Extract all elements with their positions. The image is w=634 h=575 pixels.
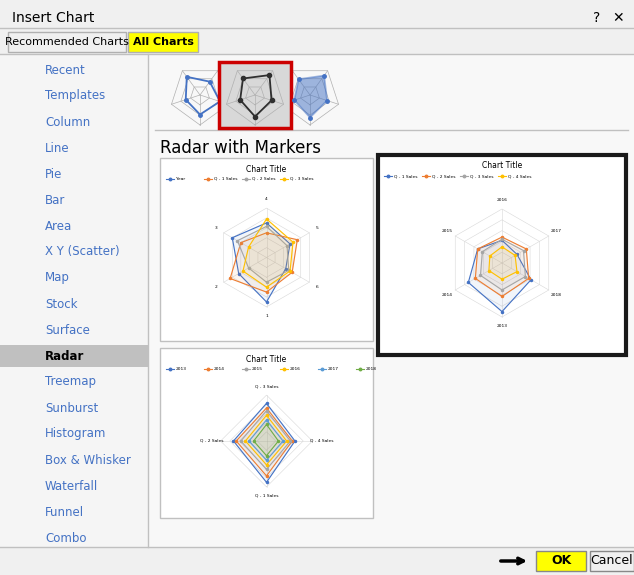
- Polygon shape: [236, 408, 292, 476]
- Text: 2018: 2018: [366, 367, 377, 371]
- Text: 2014: 2014: [442, 293, 453, 297]
- Bar: [0, 28, 634, 54]
- Text: Chart Title: Chart Title: [247, 355, 287, 363]
- Text: 2: 2: [214, 285, 217, 289]
- Text: 4: 4: [265, 197, 268, 201]
- Text: 6: 6: [316, 285, 318, 289]
- Text: ✕: ✕: [612, 11, 624, 25]
- Bar: [128, 32, 198, 52]
- Text: 2017: 2017: [328, 367, 339, 371]
- Polygon shape: [232, 223, 290, 302]
- Polygon shape: [469, 240, 531, 312]
- Polygon shape: [245, 415, 287, 465]
- Text: Bar: Bar: [45, 194, 65, 206]
- Text: Chart Title: Chart Title: [482, 162, 522, 171]
- Polygon shape: [489, 247, 517, 279]
- Bar: [590, 551, 634, 571]
- Text: 2016: 2016: [290, 367, 301, 371]
- Bar: [0, 54, 148, 547]
- Text: 3: 3: [214, 227, 217, 231]
- Text: Column: Column: [45, 116, 90, 128]
- Text: Box & Whisker: Box & Whisker: [45, 454, 131, 466]
- Polygon shape: [476, 237, 529, 297]
- Text: 2015: 2015: [252, 367, 263, 371]
- Text: All Charts: All Charts: [133, 37, 193, 47]
- Text: Q - 3 Sales: Q - 3 Sales: [470, 174, 493, 178]
- Text: Line: Line: [45, 141, 70, 155]
- Bar: [0, 0, 634, 28]
- Text: Templates: Templates: [45, 90, 105, 102]
- Text: Q - 4 Sales: Q - 4 Sales: [309, 439, 333, 443]
- Bar: [219, 62, 291, 128]
- Text: 2016: 2016: [496, 198, 507, 202]
- Bar: [8, 32, 126, 52]
- Text: Q - 1 Sales: Q - 1 Sales: [214, 177, 238, 181]
- Polygon shape: [241, 411, 290, 469]
- Text: Q - 2 Sales: Q - 2 Sales: [200, 439, 223, 443]
- Text: Pie: Pie: [45, 167, 62, 181]
- Text: Treemap: Treemap: [45, 375, 96, 389]
- Text: ?: ?: [593, 11, 600, 25]
- Text: OK: OK: [551, 554, 571, 568]
- Text: Area: Area: [45, 220, 72, 232]
- Text: 2013: 2013: [496, 324, 507, 328]
- Text: Sunburst: Sunburst: [45, 401, 98, 415]
- Bar: [378, 155, 626, 355]
- Text: 1: 1: [265, 314, 268, 318]
- Text: Q - 4 Sales: Q - 4 Sales: [508, 174, 531, 178]
- Text: Recommended Charts: Recommended Charts: [5, 37, 129, 47]
- Text: Stock: Stock: [45, 297, 77, 311]
- Text: 5: 5: [316, 227, 318, 231]
- Text: X Y (Scatter): X Y (Scatter): [45, 246, 120, 259]
- Text: Waterfall: Waterfall: [45, 480, 98, 493]
- Bar: [536, 551, 586, 571]
- Polygon shape: [237, 227, 288, 282]
- Text: Insert Chart: Insert Chart: [12, 11, 94, 25]
- Text: Funnel: Funnel: [45, 505, 84, 519]
- Text: Cancel: Cancel: [591, 554, 633, 568]
- Text: 2014: 2014: [214, 367, 225, 371]
- Text: 2013: 2013: [176, 367, 187, 371]
- Bar: [148, 54, 634, 547]
- Text: Q - 2 Sales: Q - 2 Sales: [432, 174, 455, 178]
- Text: Radar with Markers: Radar with Markers: [160, 139, 321, 157]
- Text: Map: Map: [45, 271, 70, 285]
- Bar: [160, 348, 373, 518]
- Polygon shape: [294, 75, 327, 117]
- Text: 2017: 2017: [551, 229, 562, 233]
- Polygon shape: [254, 424, 278, 456]
- Text: Combo: Combo: [45, 531, 86, 545]
- Bar: [0, 345, 148, 367]
- Bar: [0, 547, 634, 575]
- Text: Year: Year: [176, 177, 185, 181]
- Text: Chart Title: Chart Title: [247, 164, 287, 174]
- Text: Q - 3 Sales: Q - 3 Sales: [255, 384, 278, 388]
- Text: Radar: Radar: [45, 350, 84, 362]
- Text: Recent: Recent: [45, 63, 86, 76]
- Text: Surface: Surface: [45, 324, 90, 336]
- Polygon shape: [233, 403, 295, 482]
- Text: Q - 1 Sales: Q - 1 Sales: [394, 174, 418, 178]
- Text: Q - 2 Sales: Q - 2 Sales: [252, 177, 276, 181]
- Text: Q - 1 Sales: Q - 1 Sales: [255, 494, 278, 498]
- Text: Histogram: Histogram: [45, 427, 107, 440]
- Text: 2015: 2015: [442, 229, 453, 233]
- Text: Q - 3 Sales: Q - 3 Sales: [290, 177, 313, 181]
- Text: 2018: 2018: [551, 293, 562, 297]
- Polygon shape: [481, 239, 526, 290]
- Polygon shape: [243, 219, 293, 287]
- Bar: [160, 158, 373, 341]
- Polygon shape: [230, 233, 297, 292]
- Polygon shape: [249, 420, 283, 460]
